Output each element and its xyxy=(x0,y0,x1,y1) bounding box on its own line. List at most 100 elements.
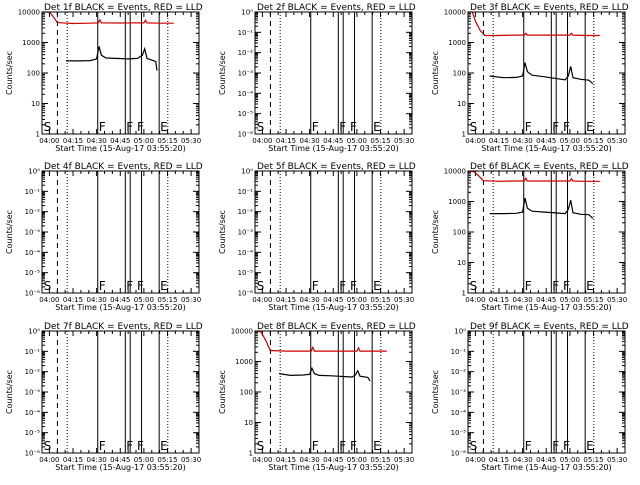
x-tick-label: 04:30 xyxy=(87,296,107,304)
y-tick-label: 10⁻³ xyxy=(25,389,41,397)
x-tick-label: 04:00 xyxy=(39,296,59,304)
y-tick-label: 1 xyxy=(462,290,466,298)
time-marker-letter: E xyxy=(586,120,594,134)
time-marker-letter: E xyxy=(586,439,594,453)
x-axis-label: Start Time (15-Aug-17 03:55:20) xyxy=(55,463,186,472)
plot-frame xyxy=(41,330,200,454)
events-series-line xyxy=(278,366,371,382)
panel-title: Det 3f BLACK = Events, RED = LLD xyxy=(470,3,629,13)
time-marker-letter: F xyxy=(339,279,346,293)
detector-panel-1: Det 1f BLACK = Events, RED = LLD 1 10 100 10… xyxy=(5,3,203,153)
time-marker-letter: F xyxy=(563,120,570,134)
x-tick-label: 04:45 xyxy=(536,137,556,145)
x-axis-label: Start Time (15-Aug-17 03:55:20) xyxy=(268,463,399,472)
y-tick-label: 10 xyxy=(244,419,253,427)
y-tick-label: 10 xyxy=(457,259,466,267)
time-marker-letter: E xyxy=(373,439,381,453)
plot-frame xyxy=(467,11,626,135)
detector-panel-9: Det 9f BLACK = Events, RED = LLD 10⁻⁶ 10⁻⁵… xyxy=(431,322,629,472)
y-tick-label: 10⁻³ xyxy=(238,229,254,237)
y-tick-label: 10⁰ xyxy=(454,328,466,336)
time-marker-letter: F xyxy=(552,439,559,453)
time-marker-letter: S xyxy=(470,279,478,293)
y-tick-label: 1000 xyxy=(235,358,253,366)
lld-series-line xyxy=(468,11,600,37)
y-tick-label: 1 xyxy=(249,450,253,458)
y-tick-label: 10000 xyxy=(231,328,253,336)
lld-series-line xyxy=(254,330,387,352)
time-marker-letter: F xyxy=(525,120,532,134)
x-tick-label: 05:00 xyxy=(347,296,367,304)
x-tick-label: 05:30 xyxy=(607,296,627,304)
time-marker-letter: F xyxy=(126,439,133,453)
y-tick-label: 10⁻³ xyxy=(238,70,254,78)
y-tick-label: 10⁻² xyxy=(238,208,254,216)
time-marker-letter: F xyxy=(350,439,357,453)
x-tick-label: 04:00 xyxy=(252,137,272,145)
y-tick-label: 10⁻¹ xyxy=(238,29,254,37)
x-tick-label: 05:15 xyxy=(370,456,390,464)
y-tick-label: 10⁻² xyxy=(451,368,467,376)
time-marker-letter: F xyxy=(563,439,570,453)
x-tick-label: 04:15 xyxy=(489,456,509,464)
y-tick-label: 1000 xyxy=(448,39,466,47)
time-marker-letter: S xyxy=(470,439,478,453)
plot-frame xyxy=(41,11,200,135)
plot-frame xyxy=(41,170,200,294)
y-tick-label: 10⁻¹ xyxy=(238,188,254,196)
y-tick-label: 10⁻⁴ xyxy=(25,249,41,257)
x-tick-label: 04:30 xyxy=(513,296,533,304)
time-marker-letter: S xyxy=(470,120,478,134)
time-marker-letter: F xyxy=(312,279,319,293)
x-axis-label: Start Time (15-Aug-17 03:55:20) xyxy=(55,303,186,312)
time-marker-letter: S xyxy=(257,439,265,453)
x-tick-label: 05:00 xyxy=(560,296,580,304)
detector-panel-3: Det 3f BLACK = Events, RED = LLD 1 10 100 10… xyxy=(431,3,629,153)
x-tick-label: 05:30 xyxy=(181,296,201,304)
time-marker-letter: F xyxy=(339,439,346,453)
x-tick-label: 05:30 xyxy=(607,456,627,464)
y-axis-label: Counts/sec xyxy=(218,210,227,254)
y-tick-label: 10 xyxy=(457,100,466,108)
y-tick-label: 1000 xyxy=(448,198,466,206)
y-tick-label: 1 xyxy=(462,131,466,139)
x-tick-label: 05:00 xyxy=(134,137,154,145)
x-tick-label: 04:00 xyxy=(39,456,59,464)
x-tick-label: 04:15 xyxy=(63,296,83,304)
x-tick-label: 05:30 xyxy=(181,456,201,464)
time-marker-letter: F xyxy=(99,439,106,453)
time-marker-letter: F xyxy=(99,279,106,293)
x-tick-label: 05:00 xyxy=(347,137,367,145)
x-tick-label: 05:15 xyxy=(370,137,390,145)
y-tick-label: 10⁻⁴ xyxy=(25,409,41,417)
detector-panel-2: Det 2f BLACK = Events, RED = LLD 10⁻⁶ 10⁻⁵… xyxy=(218,3,416,153)
x-tick-label: 04:15 xyxy=(63,456,83,464)
x-tick-label: 04:45 xyxy=(110,456,130,464)
y-tick-label: 10000 xyxy=(444,168,466,176)
y-tick-label: 10⁻⁶ xyxy=(25,450,41,458)
x-tick-label: 04:45 xyxy=(536,296,556,304)
x-tick-label: 05:30 xyxy=(607,137,627,145)
y-axis-label: Counts/sec xyxy=(218,370,227,414)
x-tick-label: 05:15 xyxy=(157,296,177,304)
x-axis-label: Start Time (15-Aug-17 03:55:20) xyxy=(55,144,186,153)
x-tick-label: 05:15 xyxy=(157,137,177,145)
x-tick-label: 04:00 xyxy=(252,296,272,304)
time-marker-letter: S xyxy=(44,279,52,293)
x-tick-label: 04:30 xyxy=(87,456,107,464)
x-tick-label: 05:30 xyxy=(181,137,201,145)
x-tick-label: 05:00 xyxy=(134,456,154,464)
panel-title: Det 8f BLACK = Events, RED = LLD xyxy=(257,322,416,332)
x-tick-label: 05:15 xyxy=(583,296,603,304)
x-tick-label: 05:30 xyxy=(394,456,414,464)
events-series-line xyxy=(65,46,158,71)
time-marker-letter: F xyxy=(137,120,144,134)
y-tick-label: 10⁻¹ xyxy=(25,188,41,196)
time-marker-letter: S xyxy=(44,120,52,134)
panel-title: Det 7f BLACK = Events, RED = LLD xyxy=(44,322,203,332)
x-tick-label: 04:00 xyxy=(252,456,272,464)
time-marker-letter: F xyxy=(126,120,133,134)
time-marker-letter: S xyxy=(44,439,52,453)
x-tick-label: 04:15 xyxy=(276,456,296,464)
